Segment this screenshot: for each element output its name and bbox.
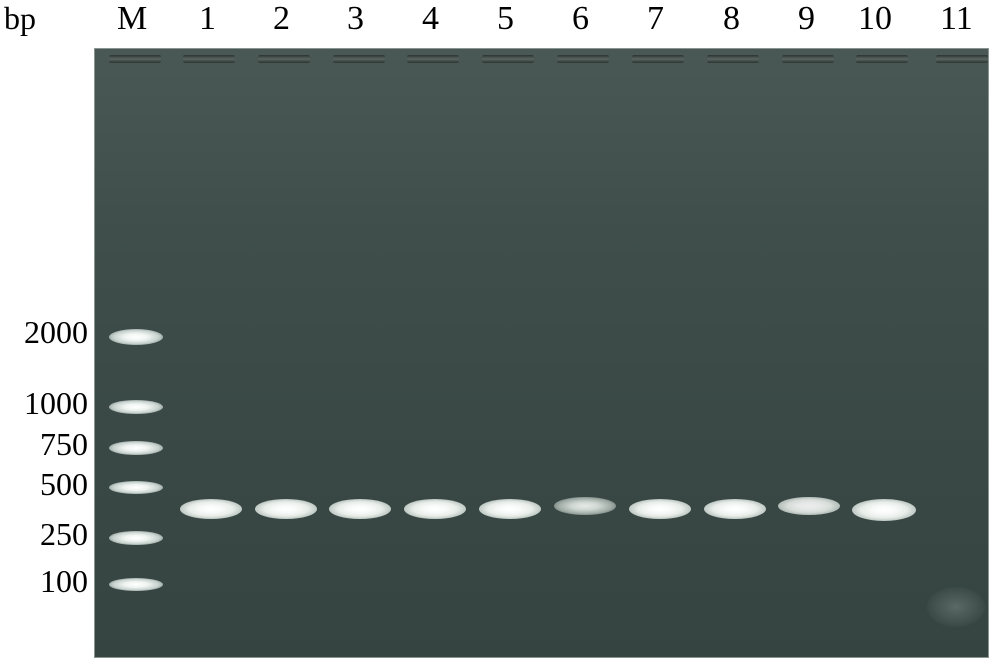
lane-header-5: 5	[497, 0, 514, 38]
lane-header-10: 10	[858, 0, 892, 38]
sample-band-lane-5	[479, 499, 541, 519]
lane-header-11: 11	[940, 0, 973, 38]
sample-band-lane-1	[180, 499, 242, 519]
lane-header-M: M	[117, 0, 147, 38]
well-M	[109, 55, 161, 63]
well-1	[183, 55, 235, 63]
gel-image-container: bp M 1 2 3 4 5 6 7 8 9 10 11 2000 1000 7…	[0, 0, 1000, 671]
size-label-1000: 1000	[24, 385, 88, 422]
sample-band-lane-7	[629, 499, 691, 519]
lane-header-7: 7	[647, 0, 664, 38]
well-11	[936, 55, 988, 63]
well-row	[95, 55, 988, 67]
well-8	[707, 55, 759, 63]
sample-band-lane-9	[778, 497, 840, 515]
lane-header-9: 9	[798, 0, 815, 38]
ladder-band-2000	[109, 329, 163, 345]
ladder-band-750	[109, 441, 163, 455]
ladder-band-1000	[109, 400, 163, 414]
size-label-2000: 2000	[24, 314, 88, 351]
well-9	[782, 55, 834, 63]
lane-header-3: 3	[347, 0, 364, 38]
well-5	[482, 55, 534, 63]
size-label-750: 750	[40, 426, 88, 463]
sample-band-lane-4	[404, 499, 466, 519]
ladder-band-500	[109, 481, 163, 494]
lane-header-1: 1	[199, 0, 216, 38]
sample-band-lane-8	[704, 499, 766, 519]
lane-header-2: 2	[273, 0, 290, 38]
ladder-band-100	[109, 578, 163, 591]
lane-header-8: 8	[723, 0, 740, 38]
sample-band-lane-6	[554, 497, 616, 515]
sample-band-lane-2	[255, 499, 317, 519]
well-6	[557, 55, 609, 63]
primer-dimer-smear-lane-11	[927, 587, 985, 627]
ladder-band-250	[109, 531, 163, 545]
well-4	[407, 55, 459, 63]
lane-header-4: 4	[422, 0, 439, 38]
well-7	[632, 55, 684, 63]
size-label-250: 250	[40, 516, 88, 553]
sample-band-lane-3	[329, 499, 391, 519]
size-label-100: 100	[40, 563, 88, 600]
bp-unit-label: bp	[4, 0, 36, 37]
well-3	[333, 55, 385, 63]
sample-band-lane-10	[852, 499, 916, 521]
lane-header-6: 6	[572, 0, 589, 38]
gel-electrophoresis-area	[94, 48, 989, 658]
well-10	[856, 55, 908, 63]
well-2	[258, 55, 310, 63]
size-label-500: 500	[40, 466, 88, 503]
